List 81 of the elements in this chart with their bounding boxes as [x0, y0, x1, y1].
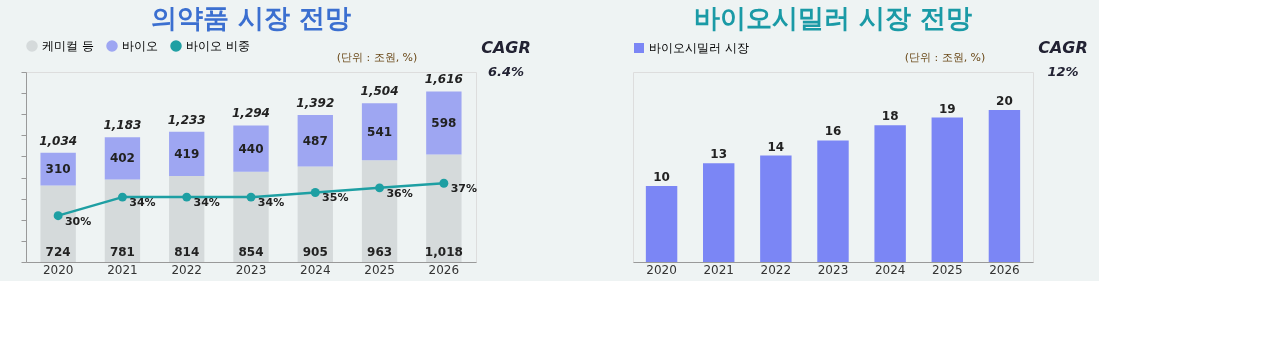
bar: [817, 140, 849, 262]
text: 6.4%: [487, 64, 525, 79]
data-label: 10: [653, 170, 670, 184]
text: (단위 : 조원, %): [336, 51, 418, 64]
data-label: 440: [238, 141, 264, 156]
x-tick-label: 2024: [874, 262, 906, 277]
x-tick-label: 2025: [364, 262, 395, 277]
data-label: 34%: [257, 196, 285, 210]
point: [117, 192, 127, 202]
legend-label: 케미컬 등: [42, 39, 94, 53]
x-tick-label: 2020: [646, 262, 677, 277]
total-label: 1,392: [296, 96, 335, 111]
x-tick-label: 2024: [300, 262, 331, 277]
data-label: 1,018: [424, 245, 463, 259]
data-label: 487: [302, 133, 328, 148]
data-label: 34%: [129, 196, 156, 210]
data-label: 781: [109, 245, 135, 259]
data-label: 724: [45, 245, 71, 259]
bar: [874, 125, 906, 262]
total-label: 1,616: [424, 72, 463, 87]
text: CAGR: [481, 38, 531, 57]
data-label: 13: [710, 147, 728, 162]
x-tick-label: 2022: [171, 262, 202, 277]
x-tick-label: 2021: [107, 262, 138, 277]
point: [53, 211, 63, 221]
data-label: 14: [767, 139, 785, 154]
data-label: 19: [938, 101, 956, 116]
data-label: 814: [174, 245, 200, 259]
point: [182, 192, 192, 202]
bar: [988, 110, 1021, 262]
data-label: 20: [996, 94, 1013, 108]
total-label: 1,183: [103, 118, 142, 133]
point: [375, 183, 385, 193]
x-tick-label: 2026: [989, 262, 1020, 277]
bar: [233, 125, 269, 172]
data-label: 402: [109, 151, 135, 166]
total-label: 1,034: [39, 133, 78, 148]
text: 12%: [1047, 64, 1079, 79]
text: CAGR: [1038, 38, 1088, 57]
total-label: 1,294: [232, 106, 270, 121]
legend-label: 바이오: [122, 39, 158, 53]
bar: [40, 152, 76, 186]
data-label: 905: [302, 245, 328, 259]
chart-title: 의약품 시장 전망: [150, 3, 352, 33]
text: (단위 : 조원, %): [904, 51, 986, 64]
total-label: 1,504: [360, 84, 399, 99]
chart-title: 바이오시밀러 시장 전망: [693, 3, 973, 33]
data-label: 35%: [322, 191, 349, 205]
data-label: 598: [431, 115, 457, 130]
point: [439, 178, 449, 188]
bar: [361, 103, 398, 161]
data-label: 310: [45, 162, 71, 177]
x-tick-label: 2023: [235, 262, 267, 277]
total-label: 1,233: [167, 112, 206, 127]
x-tick-label: 2026: [428, 262, 460, 277]
x-tick-label: 2023: [817, 262, 849, 277]
bar: [104, 137, 141, 180]
bar: [645, 186, 678, 262]
x-tick-label: 2020: [42, 262, 74, 277]
data-label: 541: [367, 124, 393, 139]
data-label: 34%: [193, 196, 220, 210]
data-label: 16: [824, 124, 842, 139]
x-tick-label: 2025: [932, 262, 963, 277]
data-label: 419: [174, 146, 200, 161]
bar: [760, 155, 792, 262]
x-tick-label: 2021: [703, 262, 734, 277]
bar: [297, 115, 333, 167]
point: [310, 188, 320, 197]
bar: [703, 163, 735, 262]
data-label: 963: [367, 245, 393, 259]
bar: [426, 91, 462, 155]
legend-label: 바이오 비중: [186, 39, 250, 53]
point: [246, 192, 256, 202]
x-tick-label: 2022: [760, 262, 792, 277]
bar: [931, 117, 963, 262]
legend-label: 바이오시밀러 시장: [649, 41, 749, 55]
data-label: 36%: [386, 186, 413, 200]
data-label: 30%: [64, 214, 92, 228]
data-label: 37%: [450, 182, 478, 196]
data-label: 18: [881, 109, 899, 124]
data-label: 854: [238, 245, 264, 259]
